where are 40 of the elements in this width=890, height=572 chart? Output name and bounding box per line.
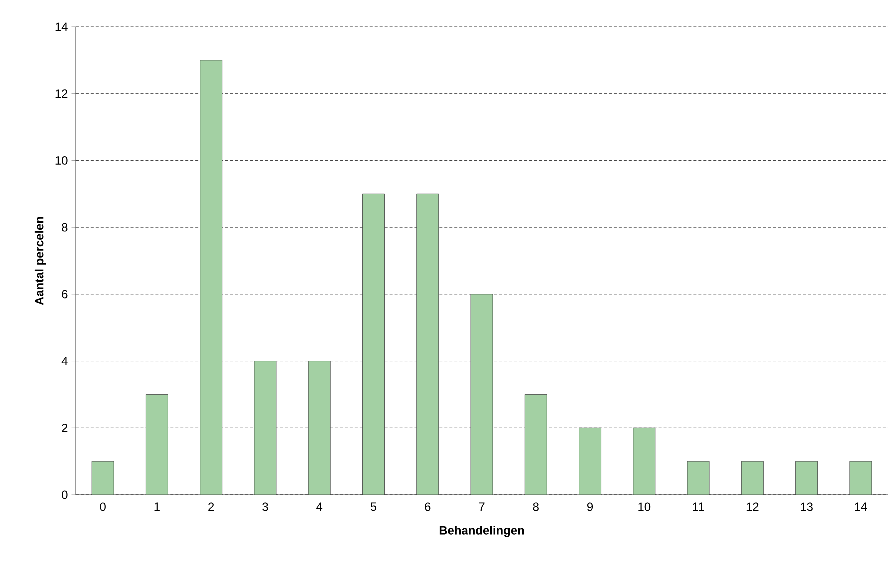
- x-tick-label: 11: [693, 502, 704, 511]
- y-tick-label: 8: [62, 223, 68, 232]
- bar: [579, 428, 602, 495]
- bar: [362, 194, 385, 495]
- x-tick-label: 3: [262, 502, 268, 512]
- x-tick-label: 0: [100, 502, 106, 512]
- y-tick-label: 10: [56, 156, 68, 165]
- y-tick-label: 12: [56, 90, 68, 98]
- bar: [687, 461, 710, 495]
- y-tick-label: 6: [62, 290, 68, 299]
- bar: [470, 294, 494, 495]
- bar: [200, 60, 223, 495]
- y-tick-label: 4: [62, 357, 68, 366]
- bar: [633, 428, 656, 495]
- x-tick-label: 13: [801, 502, 813, 512]
- x-tick-label: 12: [746, 502, 759, 512]
- bar: [796, 461, 818, 495]
- x-tick-label: 4: [316, 502, 323, 511]
- y-tick-label: 2: [62, 424, 68, 432]
- x-tick-label: 7: [479, 502, 485, 511]
- x-tick-label: 10: [638, 502, 651, 512]
- x-tick-label: 9: [588, 502, 594, 512]
- bar: [741, 461, 764, 495]
- y-axis-title: Aantal percelen: [34, 217, 46, 306]
- bar: [308, 361, 331, 495]
- bar: [850, 461, 872, 495]
- x-tick-label: 1: [154, 502, 160, 511]
- y-tick-label: 14: [56, 22, 68, 32]
- y-tick-label: 0: [62, 490, 68, 500]
- bar: [146, 394, 168, 495]
- bar: [416, 194, 440, 495]
- x-tick-label: 14: [855, 502, 868, 511]
- x-tick-label: 5: [370, 502, 377, 512]
- x-tick-label: 2: [208, 502, 214, 512]
- bar: [524, 394, 548, 495]
- x-tick-label: 6: [425, 502, 431, 512]
- x-axis-title: Behandelingen: [440, 526, 524, 538]
- x-tick-label: 8: [533, 502, 539, 512]
- bar: [92, 461, 114, 495]
- bar: [254, 361, 277, 495]
